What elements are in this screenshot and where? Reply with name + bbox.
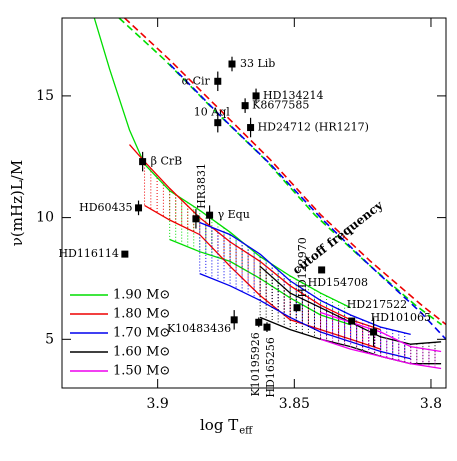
legend-label: 1.50 M⊙ [113, 364, 170, 379]
star-point [121, 250, 129, 258]
star-point [241, 102, 249, 110]
star-point [318, 266, 326, 274]
star-label: 10 Aql [194, 106, 230, 119]
star-point [263, 323, 271, 331]
y-tick-label: 15 [36, 88, 54, 104]
star-label: HD122970 [296, 237, 309, 297]
star-label: HD116114 [58, 247, 118, 260]
star-point [228, 60, 236, 68]
track-lower [320, 338, 442, 370]
legend-label: 1.90 M⊙ [113, 288, 170, 303]
star-label: HD24712 (HR1217) [258, 121, 369, 134]
y-axis-label: ν(mHz)L/M [8, 160, 26, 246]
legend-label: 1.80 M⊙ [113, 307, 170, 322]
cutoff-line [169, 63, 446, 340]
star-point [255, 318, 263, 326]
star-point [370, 328, 378, 336]
star-point [348, 317, 356, 325]
cutoff-line [118, 18, 443, 326]
track-lower [199, 272, 411, 360]
x-tick-label: 3.8 [420, 396, 442, 412]
plot-area [93, 18, 446, 370]
track-lower [144, 204, 381, 350]
star-point [192, 215, 200, 223]
star-label: 33 Lib [240, 57, 275, 70]
track-upper [199, 221, 411, 336]
star-label: HD134214 [263, 89, 323, 102]
star-label: K10195926 [249, 332, 262, 396]
legend-label: 1.70 M⊙ [113, 326, 170, 341]
x-tick-label: 3.9 [147, 396, 169, 412]
star-point [230, 316, 238, 324]
track-upper [93, 18, 351, 309]
star-point [135, 204, 143, 212]
track-upper [320, 311, 442, 353]
x-axis-label-sub: eff [239, 426, 253, 437]
star-label: HD101065 [371, 311, 431, 324]
star-point [214, 119, 222, 127]
star-label: K10483436 [167, 322, 231, 335]
star-label: α Cir [182, 74, 211, 87]
legend-label: 1.60 M⊙ [113, 345, 170, 360]
cutoff-line [124, 18, 446, 326]
star-label: β CrB [151, 155, 183, 168]
star-point [206, 211, 214, 219]
star-label: HR3831 [195, 163, 208, 209]
y-tick-label: 5 [45, 331, 54, 347]
star-label: γ Equ [218, 208, 250, 221]
star-label: K8677585 [252, 99, 309, 112]
track-upper [129, 144, 381, 331]
star-label: HD60435 [79, 201, 132, 214]
star-point [247, 124, 255, 132]
star-point [139, 158, 147, 166]
x-tick-label: 3.85 [279, 396, 310, 412]
y-tick-label: 10 [36, 210, 54, 226]
star-point [252, 92, 260, 100]
x-axis-label: log T [200, 416, 238, 434]
star-point [214, 77, 222, 85]
star-label: HD217522 [347, 298, 407, 311]
star-label: HD154708 [308, 276, 368, 289]
star-point [293, 304, 301, 312]
star-label: HD165256 [264, 337, 277, 397]
frame [61, 17, 447, 389]
